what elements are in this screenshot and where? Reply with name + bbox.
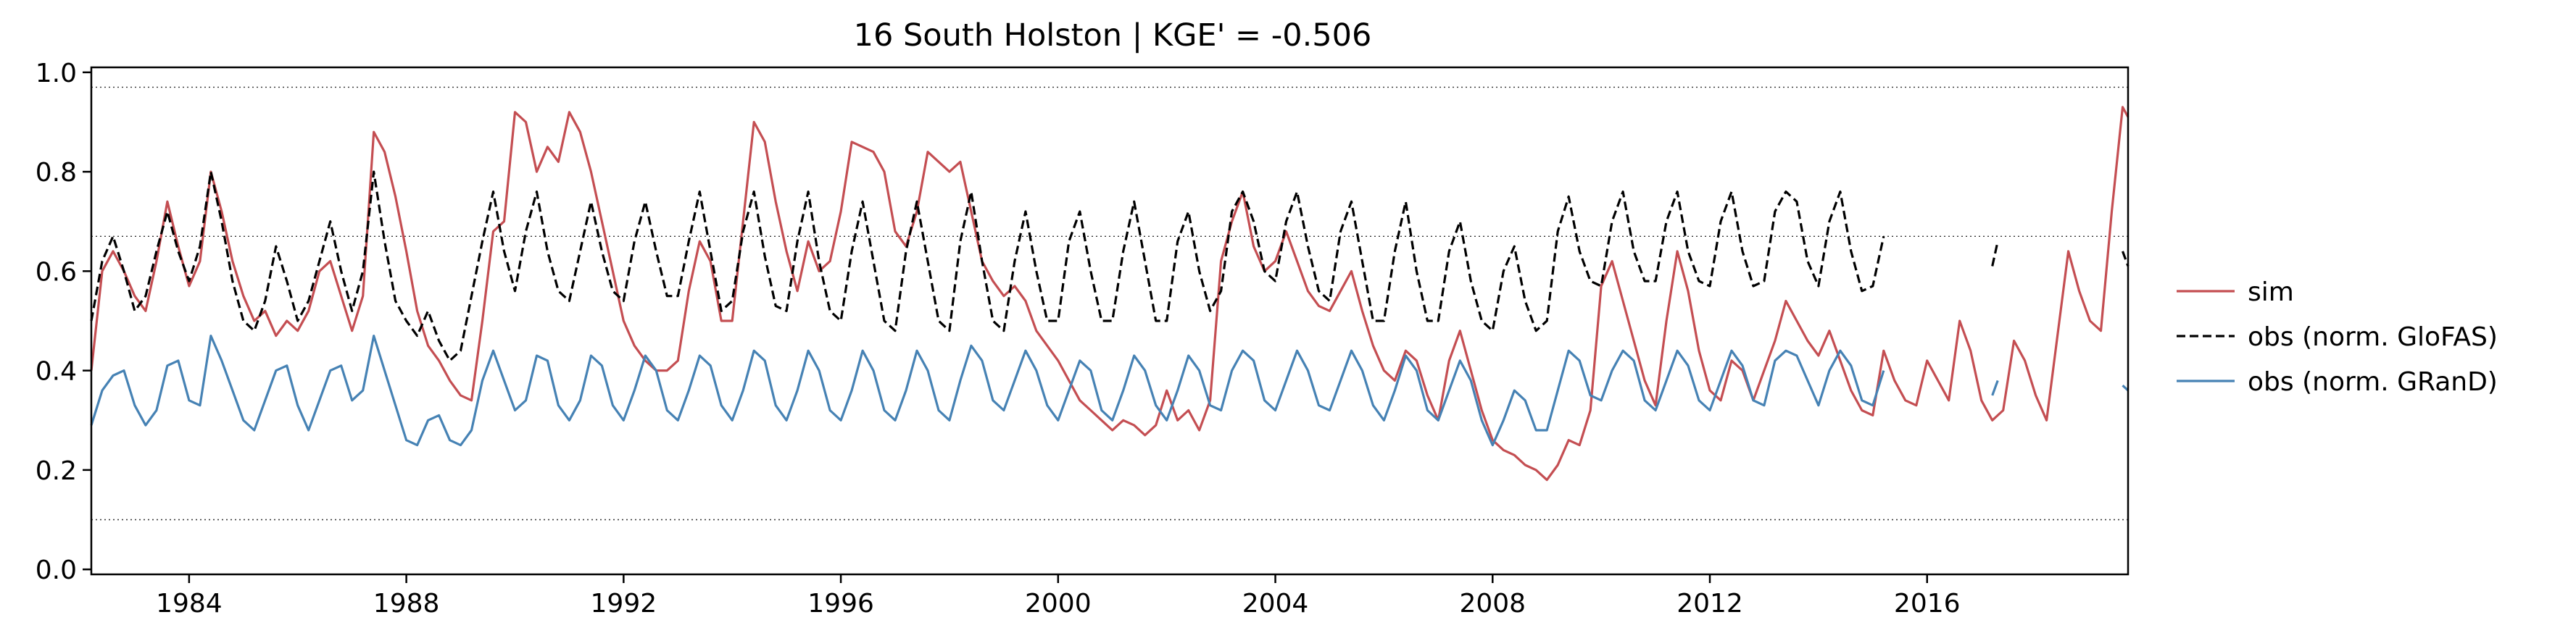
y-tick-label-0.2: 0.2 <box>36 456 77 486</box>
legend: sim obs (norm. GloFAS) obs (norm. GRanD) <box>2177 277 2498 397</box>
y-tick-label-0.4: 0.4 <box>36 357 77 387</box>
series-layer <box>90 106 2130 482</box>
chart-title: 16 South Holston | KGE' = -0.506 <box>854 17 1372 54</box>
series-line-sim-0 <box>90 106 2130 482</box>
x-tick-label-1984: 1984 <box>156 589 223 619</box>
x-axis: 1984 1988 1992 1996 2000 2004 2008 2012 2016 <box>156 574 1961 619</box>
plot-frame <box>90 66 2130 576</box>
y-tick-label-1.0: 1.0 <box>36 59 77 88</box>
x-tick-label-1996: 1996 <box>807 589 874 619</box>
series-line-obs-norm-grand-4 <box>90 335 1885 447</box>
legend-label-obs-norm-glofas: obs (norm. GloFAS) <box>2248 322 2498 352</box>
series-line-obs-norm-grand-5 <box>1991 380 1999 396</box>
x-tick-label-1992: 1992 <box>591 589 657 619</box>
x-tick-label-2016: 2016 <box>1894 589 1961 619</box>
legend-label-sim: sim <box>2248 277 2294 307</box>
legend-label-obs-norm-grand: obs (norm. GRanD) <box>2248 367 2498 397</box>
x-tick-label-1988: 1988 <box>373 589 440 619</box>
x-tick-label-2008: 2008 <box>1459 589 1526 619</box>
series-line-obs-norm-glofas-1 <box>90 170 1885 362</box>
series-line-obs-norm-glofas-2 <box>1991 240 1999 267</box>
y-tick-label-0.6: 0.6 <box>36 257 77 287</box>
x-tick-label-2000: 2000 <box>1025 589 1092 619</box>
x-tick-label-2004: 2004 <box>1242 589 1309 619</box>
y-axis: 0.0 0.2 0.4 0.6 0.8 1.0 <box>36 59 91 585</box>
y-tick-label-0.8: 0.8 <box>36 158 77 188</box>
y-tick-label-0.0: 0.0 <box>36 556 77 585</box>
reference-lines <box>91 86 2128 521</box>
x-tick-label-2012: 2012 <box>1677 589 1743 619</box>
